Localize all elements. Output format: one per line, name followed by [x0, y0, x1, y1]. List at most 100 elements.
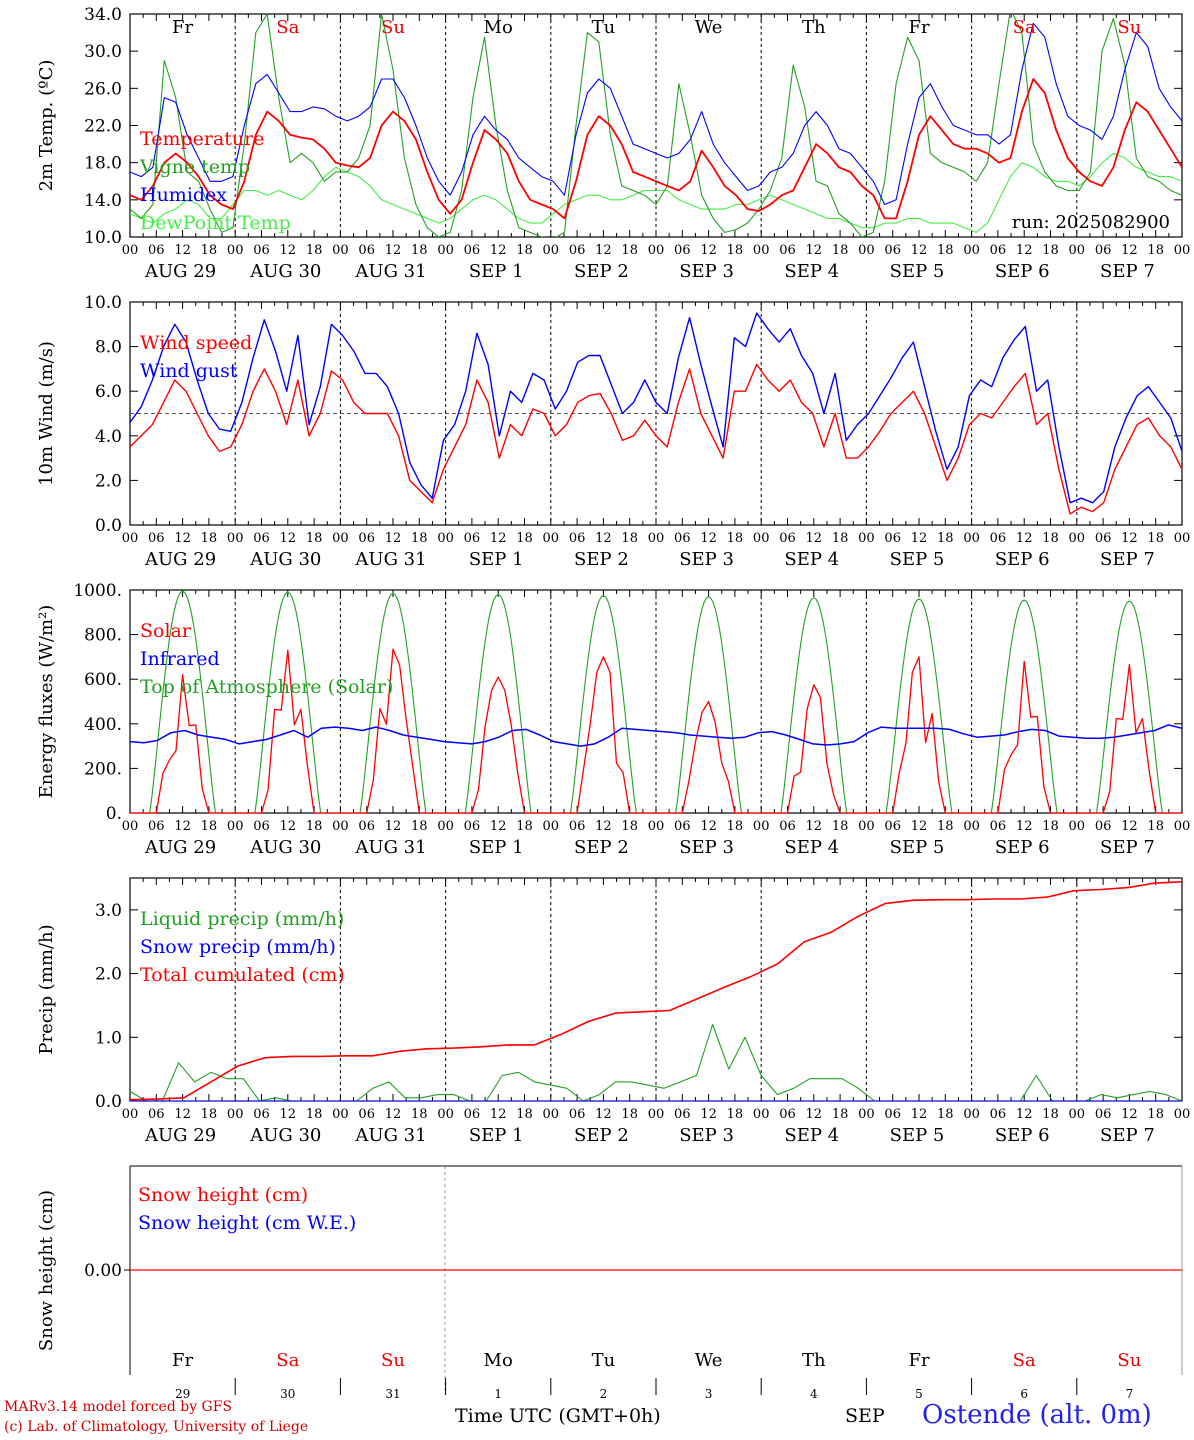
date-label: SEP 2	[574, 549, 629, 570]
weekday-label: Fr	[172, 17, 193, 38]
hour-tick-label: 00	[543, 819, 560, 834]
y-tick-label: 34.0	[84, 5, 122, 25]
hour-tick-label: 18	[201, 243, 218, 258]
date-label: SEP 6	[995, 1125, 1050, 1146]
hour-tick-label: 12	[385, 819, 402, 834]
weekday-label: Sa	[1013, 1350, 1036, 1371]
weekday-label: Tu	[592, 1350, 616, 1371]
hour-tick-label: 18	[832, 1107, 849, 1122]
date-label: SEP 5	[890, 837, 945, 858]
hour-tick-label: 12	[385, 243, 402, 258]
hour-tick-label: 18	[621, 243, 638, 258]
series-infrared	[129, 724, 1183, 747]
date-label: SEP 5	[890, 261, 945, 282]
hour-tick-label: 18	[832, 819, 849, 834]
hour-tick-label: 00	[753, 243, 770, 258]
hour-tick-label: 12	[595, 819, 612, 834]
y-tick-label: 0.	[106, 804, 122, 824]
hour-tick-label: 00	[227, 819, 244, 834]
date-label: SEP 6	[995, 261, 1050, 282]
hour-tick-label: 06	[990, 531, 1007, 546]
legend-entry: Liquid precip (mm/h)	[140, 908, 344, 930]
weekday-label: Sa	[276, 1350, 299, 1371]
panel-1: 10.0 14.0 18.0 22.0 26.0 30.0 34.0 00 06 12 18 AUG …	[36, 5, 1190, 282]
hour-tick-label: 06	[464, 1107, 481, 1122]
hour-tick-label: 00	[1069, 243, 1086, 258]
y-tick-label: 0.0	[95, 1092, 122, 1112]
hour-tick-label: 06	[148, 243, 165, 258]
hour-tick-label: 12	[806, 1107, 823, 1122]
date-label: SEP 2	[574, 261, 629, 282]
hour-tick-label: 18	[306, 531, 323, 546]
hour-tick-label: 18	[832, 243, 849, 258]
hour-tick-label: 06	[779, 1107, 796, 1122]
hour-tick-label: 12	[806, 819, 823, 834]
date-label: SEP 7	[1100, 1125, 1155, 1146]
date-label: SEP 1	[469, 261, 524, 282]
date-label: SEP 7	[1100, 549, 1155, 570]
hour-tick-label: 00	[648, 1107, 665, 1122]
hour-tick-label: 00	[1069, 531, 1086, 546]
hour-tick-label: 12	[174, 531, 191, 546]
hour-tick-label: 18	[516, 1107, 533, 1122]
hour-tick-label: 06	[358, 531, 375, 546]
hour-tick-label: 00	[227, 243, 244, 258]
y-tick-label: 30.0	[84, 42, 122, 62]
series-temperature	[130, 78, 1182, 220]
date-label: SEP 2	[574, 1125, 629, 1146]
hour-tick-label: 00	[1174, 819, 1191, 834]
hour-tick-label: 06	[569, 531, 586, 546]
hour-tick-label: 06	[884, 819, 901, 834]
hour-tick-label: 00	[332, 243, 349, 258]
date-label: AUG 30	[249, 837, 321, 858]
hour-tick-label: 12	[911, 531, 928, 546]
hour-tick-label: 18	[727, 1107, 744, 1122]
date-label: AUG 29	[144, 549, 216, 570]
y-tick-label: 2.0	[95, 471, 122, 491]
y-tick-label: 1.0	[95, 1028, 122, 1048]
month-label: SEP	[845, 1405, 885, 1427]
hour-tick-label: 12	[490, 819, 507, 834]
hour-tick-label: 00	[543, 243, 560, 258]
legend-entry: Snow height (cm)	[138, 1184, 308, 1206]
hour-tick-label: 12	[490, 531, 507, 546]
date-label: SEP 5	[890, 1125, 945, 1146]
hour-tick-label: 18	[411, 531, 428, 546]
hour-tick-label: 12	[595, 1107, 612, 1122]
hour-tick-label: 06	[569, 819, 586, 834]
hour-tick-label: 06	[358, 243, 375, 258]
hour-tick-label: 18	[201, 531, 218, 546]
date-label: AUG 31	[354, 837, 426, 858]
hour-tick-label: 18	[411, 243, 428, 258]
weekday-label: Tu	[592, 17, 616, 38]
series-humidex	[130, 22, 1182, 206]
hour-tick-label: 06	[358, 1107, 375, 1122]
series-dewpoint-temp	[130, 152, 1182, 233]
weekday-label: Mo	[484, 17, 513, 38]
hour-tick-label: 00	[963, 1107, 980, 1122]
hour-tick-label: 18	[832, 531, 849, 546]
hour-tick-label: 12	[1121, 531, 1138, 546]
station-label: Ostende (alt. 0m)	[922, 1400, 1152, 1430]
hour-tick-label: 00	[437, 1107, 454, 1122]
legend-entry: Total cumulated (cm)	[140, 964, 345, 986]
hour-tick-label: 12	[280, 243, 297, 258]
hour-tick-label: 12	[1016, 531, 1033, 546]
hour-tick-label: 12	[806, 531, 823, 546]
y-tick-label: 4.0	[95, 427, 122, 447]
hour-tick-label: 06	[148, 531, 165, 546]
date-label: SEP 2	[574, 837, 629, 858]
hour-tick-label: 12	[174, 243, 191, 258]
hour-tick-label: 00	[332, 819, 349, 834]
hour-tick-label: 18	[1147, 1107, 1164, 1122]
date-label: SEP 4	[784, 549, 839, 570]
y-axis-label: Precip (mm/h)	[36, 924, 57, 1054]
hour-tick-label: 12	[595, 531, 612, 546]
day-number-label: 3	[705, 1387, 713, 1401]
hour-tick-label: 00	[543, 531, 560, 546]
hour-tick-label: 12	[806, 243, 823, 258]
hour-tick-label: 18	[937, 531, 954, 546]
series-wind-speed	[129, 363, 1183, 515]
hour-tick-label: 06	[990, 243, 1007, 258]
date-label: SEP 1	[469, 1125, 524, 1146]
